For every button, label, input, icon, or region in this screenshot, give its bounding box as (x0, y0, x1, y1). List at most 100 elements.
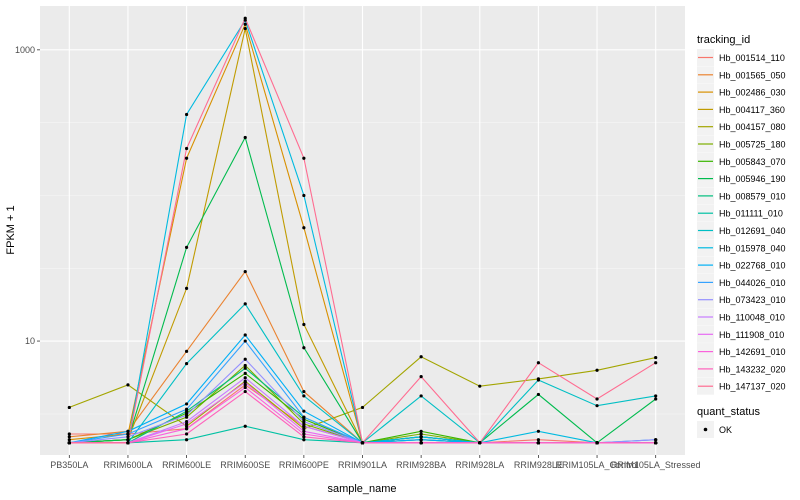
data-point (184, 438, 189, 442)
y-axis-title: FPKM + 1 (5, 205, 17, 254)
legend-label: Hb_022768_010 (719, 261, 786, 271)
legend-label: Hb_004157_080 (719, 122, 786, 132)
data-point (243, 269, 247, 274)
legend-label: Hb_011111_010 (719, 209, 783, 219)
data-point (67, 435, 71, 439)
data-point (478, 441, 482, 445)
data-point (184, 432, 189, 436)
legend-label: Hb_015978_040 (719, 243, 786, 253)
data-point (243, 302, 247, 306)
data-point (126, 383, 130, 387)
data-point (595, 368, 599, 372)
data-point (126, 441, 130, 445)
data-point (595, 404, 599, 408)
data-point (184, 362, 189, 366)
data-point (654, 355, 658, 360)
x-tick-label: RRIM928BA (396, 460, 446, 470)
data-point (184, 427, 189, 431)
x-tick-label: PB350LA (50, 460, 88, 470)
data-point (184, 413, 189, 417)
data-point (654, 438, 658, 442)
y-axis-ticks: 10 1000 (15, 45, 40, 346)
data-point (184, 245, 189, 249)
x-axis-title: sample_name (327, 483, 396, 495)
legend-label: Hb_142691_010 (719, 347, 786, 357)
data-point (302, 193, 306, 198)
data-point (536, 438, 541, 442)
data-point (302, 226, 306, 230)
data-point (243, 424, 247, 428)
x-tick-label: RRIM600LE (162, 460, 211, 470)
data-point (654, 394, 658, 398)
data-point (360, 405, 365, 410)
data-point (536, 392, 541, 397)
data-point (243, 16, 247, 20)
data-point (302, 394, 306, 398)
data-point (67, 405, 71, 410)
data-point (184, 146, 189, 151)
data-point (243, 385, 247, 390)
legend2-title: quant_status (697, 406, 760, 418)
data-point (360, 441, 365, 445)
legend-label: Hb_073423_010 (719, 295, 786, 305)
data-point (184, 402, 189, 406)
data-point (302, 322, 306, 327)
x-tick-label: RRIM105LA_Stressed (611, 460, 701, 470)
data-points (67, 16, 658, 445)
data-point (243, 363, 247, 368)
legend-label: Hb_002486_030 (719, 88, 786, 98)
data-point (243, 383, 247, 387)
data-point (243, 333, 247, 337)
data-point (126, 429, 130, 433)
legend-label: Hb_008579_010 (719, 191, 786, 201)
y-tick-label: 10 (25, 336, 35, 346)
data-point (536, 378, 541, 382)
x-tick-label: RRIM600SE (220, 460, 270, 470)
data-point (419, 375, 423, 379)
legend-label: Hb_111908_010 (719, 330, 784, 340)
data-point (243, 371, 247, 375)
data-point (302, 346, 306, 350)
data-point (184, 156, 189, 160)
data-point (67, 441, 71, 445)
data-point (595, 441, 599, 445)
data-point (302, 438, 306, 442)
data-point (302, 156, 306, 160)
data-point (536, 361, 541, 365)
x-tick-label: RRIM901LA (338, 460, 387, 470)
data-point (419, 438, 423, 442)
legend2: OK (697, 421, 732, 438)
legend-label: Hb_005725_180 (719, 140, 786, 150)
data-point (302, 435, 306, 439)
data-point (536, 441, 541, 445)
data-point (184, 407, 189, 411)
x-tick-label: RRIM928LA (455, 460, 504, 470)
data-point (302, 432, 306, 436)
data-point (184, 419, 189, 424)
x-tick-label: RRIM105LA_Control (556, 460, 639, 470)
data-point (419, 394, 423, 398)
data-point (302, 427, 306, 431)
legend2-label: OK (719, 425, 732, 435)
legend-label: Hb_001565_050 (719, 70, 786, 80)
data-point (184, 349, 189, 353)
legend-label: Hb_005843_070 (719, 157, 786, 167)
data-point (184, 286, 189, 290)
x-tick-label: RRIM600LA (103, 460, 152, 470)
y-tick-label: 1000 (15, 45, 35, 55)
data-point (654, 361, 658, 365)
data-point (243, 389, 247, 394)
data-point (126, 432, 130, 436)
data-point (302, 389, 306, 394)
legend-label: Hb_012691_040 (719, 226, 786, 236)
data-point (243, 26, 247, 31)
legend-label: Hb_001514_110 (719, 53, 785, 63)
data-point (302, 409, 306, 413)
data-point (243, 376, 247, 380)
data-point (302, 419, 306, 424)
data-point (126, 438, 130, 442)
data-point (184, 424, 189, 428)
data-point (184, 422, 189, 426)
data-point (302, 415, 306, 419)
